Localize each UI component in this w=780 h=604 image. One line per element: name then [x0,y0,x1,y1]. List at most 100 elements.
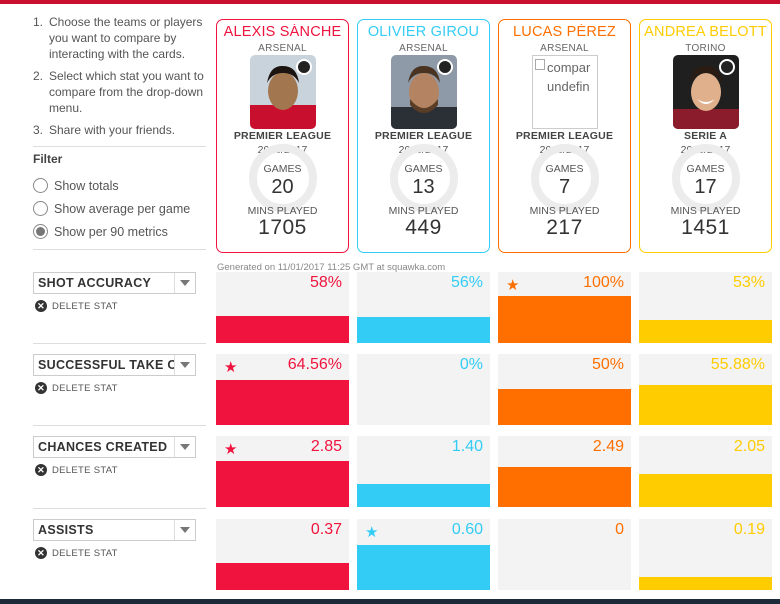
games-value: 7 [558,176,571,198]
player-league: PREMIER LEAGUE [374,130,473,142]
stat-value: 0.60 [451,521,483,538]
player-photo-broken: compar undefin [532,55,598,129]
stat-select-take-ons[interactable]: SUCCESSFUL TAKE O [33,354,196,376]
stat-value: 0% [459,356,483,373]
stat-cell: 56% [357,272,490,343]
player-photo [673,55,739,129]
stat-bar [639,320,772,343]
chevron-down-icon[interactable] [174,437,195,457]
stat-cell: 2.49 [498,436,631,507]
chevron-down-icon[interactable] [174,355,195,375]
close-icon: ✕ [35,464,47,476]
stat-cell: 2.05 [639,436,772,507]
stat-cell: 1.40 [357,436,490,507]
player-team: ARSENAL [399,43,448,54]
filter-option-label: Show average per game [54,201,191,216]
stat-select-label: ASSISTS [38,523,94,537]
stat-cell: 0 [498,519,631,590]
stat-bar [498,467,631,507]
filter-option-average[interactable]: Show average per game [33,201,190,216]
player-team: ARSENAL [540,43,589,54]
stat-bar [639,474,772,507]
radio-totals[interactable] [33,178,48,193]
instructions: 1. Choose the teams or players you want t… [33,14,213,144]
delete-stat-label: DELETE STAT [52,382,118,394]
divider [33,146,206,147]
delete-stat-button[interactable]: ✕ DELETE STAT [35,547,118,559]
instruction-number: 2. [33,69,44,83]
divider [33,508,206,509]
profile-badge-icon [719,59,735,75]
stat-bar [357,545,490,590]
star-icon: ★ [224,441,238,458]
mins-value: 1705 [258,216,307,239]
filter-option-label: Show totals [54,178,119,193]
player-card-perez[interactable]: LUCAS PÉREZ ARSENAL compar undefin PREMI… [498,19,631,253]
games-label: GAMES [686,163,725,175]
divider [33,425,206,426]
player-league: PREMIER LEAGUE [233,130,332,142]
close-icon: ✕ [35,382,47,394]
mins-label: MINS PLAYED [247,205,318,217]
close-icon: ✕ [35,547,47,559]
stat-value: 64.56% [287,356,342,373]
stat-select-shot-accuracy[interactable]: SHOT ACCURACY [33,272,196,294]
chevron-down-icon[interactable] [174,520,195,540]
stat-bar [639,385,772,425]
stat-value: 56% [450,274,483,291]
radio-per90[interactable] [33,224,48,239]
stat-cell: 0.60 ★ [357,519,490,590]
radio-average[interactable] [33,201,48,216]
delete-stat-label: DELETE STAT [52,464,118,476]
stat-cell: 2.85 ★ [216,436,349,507]
player-team: ARSENAL [258,43,307,54]
stat-value: 100% [583,274,624,291]
instruction-item: 1. Choose the teams or players you want t… [33,14,213,62]
mins-value: 449 [405,216,442,239]
delete-stat-button[interactable]: ✕ DELETE STAT [35,300,118,312]
stat-value: 53% [732,274,765,291]
games-label: GAMES [545,163,584,175]
stat-select-assists[interactable]: ASSISTS [33,519,196,541]
delete-stat-button[interactable]: ✕ DELETE STAT [35,382,118,394]
bottom-bar [0,599,780,604]
delete-stat-button[interactable]: ✕ DELETE STAT [35,464,118,476]
divider [33,343,206,344]
top-accent-bar [0,0,780,4]
games-ring [390,144,458,212]
games-ring [249,144,317,212]
stat-value: 58% [309,274,342,291]
mins-value: 217 [546,216,583,239]
player-card-sanchez[interactable]: ALEXIS SÁNCHE ARSENAL PREMIER LEAGUE 20 1… [216,19,349,253]
profile-badge-icon [437,59,453,75]
filter-option-totals[interactable]: Show totals [33,178,119,193]
stat-select-label: SHOT ACCURACY [38,276,152,290]
stat-cell: 100% ★ [498,272,631,343]
stat-value: 0.19 [733,521,765,538]
player-card-giroud[interactable]: OLIVIER GIROU ARSENAL PREMIER LEAGUE 201… [357,19,490,253]
instruction-text: Select which stat you want to compare fr… [49,69,204,115]
player-card-belotti[interactable]: ANDREA BELOTT TORINO SERIE A 2016/2017 G… [639,19,772,253]
stat-value: 50% [591,356,624,373]
stat-bar [216,380,349,425]
stat-select-chances-created[interactable]: CHANCES CREATED [33,436,196,458]
stat-select-label: SUCCESSFUL TAKE O [38,358,174,372]
instruction-item: 2. Select which stat you want to compare … [33,68,213,116]
stat-cell: 0.19 [639,519,772,590]
delete-stat-label: DELETE STAT [52,300,118,312]
stat-value: 2.49 [592,438,624,455]
stat-bar [357,317,490,343]
stat-bar [498,389,631,425]
player-league: SERIE A [683,130,728,142]
chevron-down-icon[interactable] [174,273,195,293]
player-league: PREMIER LEAGUE [515,130,614,142]
player-name: OLIVIER GIROU [367,24,480,40]
stat-select-label: CHANCES CREATED [38,440,168,454]
close-icon: ✕ [35,300,47,312]
stat-cell: 64.56% ★ [216,354,349,425]
stat-cell: 0% [357,354,490,425]
stat-value: 2.85 [310,438,342,455]
stat-value: 0 [615,521,624,538]
filter-option-per90[interactable]: Show per 90 metrics [33,224,168,239]
stat-bar [216,316,349,343]
